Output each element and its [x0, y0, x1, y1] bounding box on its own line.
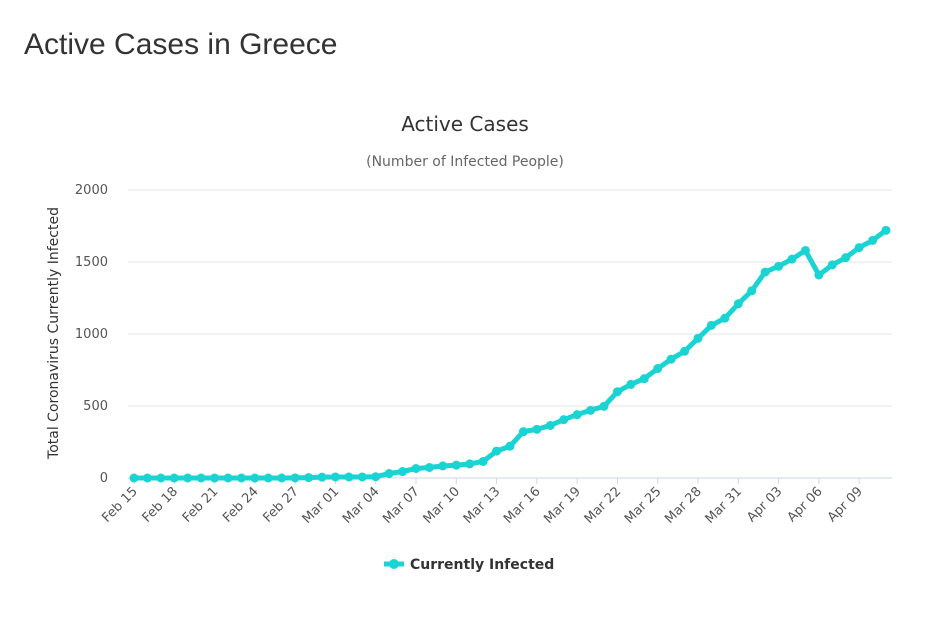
- y-axis-title: Total Coronavirus Currently Infected: [46, 207, 62, 460]
- data-point[interactable]: [263, 473, 273, 483]
- legend-marker: [389, 559, 399, 569]
- data-point[interactable]: [304, 473, 314, 483]
- data-point[interactable]: [411, 463, 421, 473]
- x-tick-label: Mar 19: [541, 484, 584, 527]
- y-tick-label: 500: [83, 399, 108, 414]
- data-point[interactable]: [371, 472, 381, 482]
- y-tick-label: 2000: [75, 183, 108, 198]
- data-point[interactable]: [532, 424, 542, 434]
- data-point[interactable]: [706, 320, 716, 330]
- chart-subtitle: (Number of Infected People): [366, 154, 564, 170]
- x-tick-label: Feb 27: [260, 484, 302, 526]
- data-point[interactable]: [841, 253, 851, 263]
- x-tick-label: Mar 04: [340, 484, 383, 527]
- data-point[interactable]: [169, 473, 179, 483]
- data-point[interactable]: [317, 472, 327, 482]
- x-tick-label: Mar 01: [300, 484, 343, 527]
- x-tick-label: Mar 07: [380, 484, 423, 527]
- y-axis-ticks: 0 500 1000 1500 2000: [75, 183, 108, 486]
- x-tick-label: Mar 25: [622, 484, 665, 527]
- data-point[interactable]: [451, 460, 461, 470]
- data-point[interactable]: [787, 254, 797, 264]
- y-tick-label: 1500: [75, 255, 108, 270]
- data-point[interactable]: [438, 461, 448, 471]
- data-point[interactable]: [747, 286, 757, 296]
- data-point[interactable]: [680, 346, 690, 356]
- data-point[interactable]: [250, 473, 260, 483]
- data-point[interactable]: [612, 387, 622, 397]
- data-point[interactable]: [357, 472, 367, 482]
- page-heading: Active Cases in Greece: [24, 28, 338, 61]
- data-point[interactable]: [653, 364, 663, 374]
- data-point[interactable]: [465, 459, 475, 469]
- legend-label: Currently Infected: [410, 557, 554, 573]
- data-point[interactable]: [814, 270, 824, 280]
- x-tick-label: Mar 31: [703, 484, 746, 527]
- data-point[interactable]: [236, 473, 246, 483]
- data-point[interactable]: [626, 379, 636, 389]
- chart-title: Active Cases: [401, 112, 529, 136]
- data-point[interactable]: [183, 473, 193, 483]
- data-point[interactable]: [142, 473, 152, 483]
- x-tick-label: Apr 06: [785, 484, 826, 525]
- series-line: [131, 227, 889, 481]
- data-point[interactable]: [505, 441, 515, 451]
- data-point[interactable]: [559, 415, 569, 425]
- y-tick-label: 0: [100, 471, 108, 486]
- data-point[interactable]: [210, 473, 220, 483]
- x-tick-label: Feb 18: [140, 484, 182, 526]
- data-point[interactable]: [277, 473, 287, 483]
- data-point[interactable]: [478, 456, 488, 466]
- data-point[interactable]: [223, 473, 233, 483]
- data-point[interactable]: [344, 472, 354, 482]
- data-point[interactable]: [586, 405, 596, 415]
- data-point[interactable]: [384, 469, 394, 479]
- x-tick-label: Mar 13: [461, 484, 504, 527]
- y-tick-label: 1000: [75, 327, 108, 342]
- data-point[interactable]: [424, 462, 434, 472]
- data-point[interactable]: [666, 354, 676, 364]
- data-point[interactable]: [518, 427, 528, 437]
- data-point[interactable]: [720, 313, 730, 323]
- data-point[interactable]: [156, 473, 166, 483]
- legend[interactable]: Currently Infected: [384, 557, 554, 573]
- data-point[interactable]: [545, 420, 555, 430]
- x-tick-label: Apr 09: [825, 484, 866, 525]
- x-tick-label: Mar 10: [421, 484, 464, 527]
- data-point[interactable]: [854, 243, 864, 253]
- x-tick-label: Mar 22: [582, 484, 625, 527]
- series-currently-infected: [129, 225, 891, 483]
- x-tick-label: Feb 24: [220, 484, 262, 526]
- data-point[interactable]: [599, 401, 609, 411]
- data-point[interactable]: [129, 473, 139, 483]
- data-point[interactable]: [572, 410, 582, 420]
- data-point[interactable]: [868, 235, 878, 245]
- x-tick-label: Apr 03: [744, 484, 785, 525]
- x-tick-label: Feb 15: [99, 484, 141, 526]
- data-point[interactable]: [693, 333, 703, 343]
- data-point[interactable]: [800, 245, 810, 255]
- data-point[interactable]: [827, 260, 837, 270]
- data-point[interactable]: [760, 267, 770, 277]
- data-point[interactable]: [196, 473, 206, 483]
- y-gridlines: [128, 189, 892, 407]
- data-point[interactable]: [774, 261, 784, 271]
- data-point[interactable]: [733, 299, 743, 309]
- data-point[interactable]: [290, 473, 300, 483]
- data-point[interactable]: [398, 467, 408, 477]
- x-tick-label: Feb 21: [180, 484, 222, 526]
- data-point[interactable]: [330, 472, 340, 482]
- x-tick-label: Mar 16: [501, 484, 544, 527]
- x-tick-label: Mar 28: [662, 484, 705, 527]
- data-point[interactable]: [881, 225, 891, 235]
- data-point[interactable]: [492, 446, 502, 456]
- data-point[interactable]: [639, 374, 649, 384]
